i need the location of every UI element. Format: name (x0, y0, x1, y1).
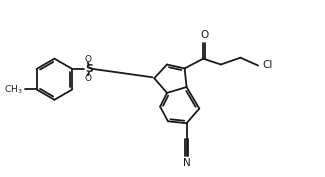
Text: O: O (84, 55, 91, 64)
Text: Cl: Cl (262, 61, 272, 70)
Text: N: N (183, 158, 190, 169)
Text: O: O (84, 74, 91, 83)
Text: O: O (200, 30, 208, 40)
Text: CH$_3$: CH$_3$ (4, 83, 23, 96)
Text: S: S (85, 64, 93, 74)
